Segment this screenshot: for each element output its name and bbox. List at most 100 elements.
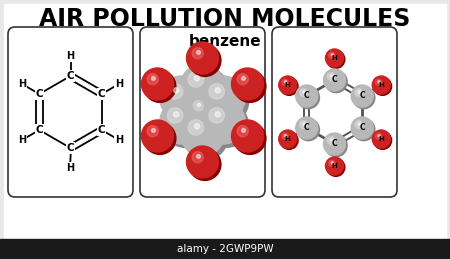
Text: H: H bbox=[285, 82, 291, 88]
Circle shape bbox=[353, 119, 375, 141]
Circle shape bbox=[190, 98, 219, 126]
Circle shape bbox=[282, 133, 288, 139]
Text: H: H bbox=[67, 163, 75, 173]
Text: C: C bbox=[98, 125, 105, 135]
Circle shape bbox=[328, 160, 335, 167]
Circle shape bbox=[325, 135, 347, 157]
Circle shape bbox=[378, 81, 380, 83]
Circle shape bbox=[296, 85, 318, 107]
Circle shape bbox=[351, 117, 373, 139]
Circle shape bbox=[209, 108, 225, 123]
Circle shape bbox=[374, 131, 392, 149]
Circle shape bbox=[180, 64, 225, 108]
Circle shape bbox=[358, 91, 361, 93]
FancyBboxPatch shape bbox=[140, 27, 265, 197]
FancyBboxPatch shape bbox=[272, 27, 397, 197]
Circle shape bbox=[141, 68, 173, 100]
Circle shape bbox=[167, 84, 183, 99]
Circle shape bbox=[180, 112, 225, 156]
Text: C: C bbox=[36, 89, 43, 99]
Circle shape bbox=[184, 115, 228, 159]
Text: C: C bbox=[304, 124, 310, 133]
Circle shape bbox=[327, 137, 335, 145]
Circle shape bbox=[327, 158, 345, 176]
Circle shape bbox=[358, 123, 361, 125]
Circle shape bbox=[144, 123, 176, 154]
Circle shape bbox=[300, 121, 307, 128]
Text: H: H bbox=[378, 136, 384, 142]
Circle shape bbox=[331, 54, 333, 56]
Text: benzene: benzene bbox=[189, 34, 261, 49]
Circle shape bbox=[215, 112, 220, 117]
Text: C: C bbox=[360, 91, 365, 100]
Circle shape bbox=[282, 79, 288, 85]
Circle shape bbox=[184, 67, 228, 111]
Circle shape bbox=[193, 101, 203, 111]
Circle shape bbox=[378, 135, 380, 137]
Text: H: H bbox=[18, 79, 26, 89]
Circle shape bbox=[215, 88, 220, 93]
Circle shape bbox=[327, 73, 335, 81]
Circle shape bbox=[327, 50, 345, 68]
Circle shape bbox=[242, 128, 245, 132]
Circle shape bbox=[192, 48, 203, 59]
Circle shape bbox=[205, 79, 248, 123]
Text: alamy - 2GWP9PW: alamy - 2GWP9PW bbox=[177, 244, 273, 254]
Text: C: C bbox=[304, 91, 310, 100]
Circle shape bbox=[303, 91, 306, 93]
Circle shape bbox=[331, 162, 333, 164]
Circle shape bbox=[351, 85, 373, 107]
Circle shape bbox=[160, 76, 204, 120]
Circle shape bbox=[279, 130, 297, 148]
Circle shape bbox=[141, 120, 173, 152]
Circle shape bbox=[324, 69, 346, 91]
Circle shape bbox=[330, 139, 333, 141]
Text: H: H bbox=[115, 79, 123, 89]
Circle shape bbox=[201, 100, 245, 144]
Circle shape bbox=[324, 133, 346, 155]
Circle shape bbox=[163, 103, 207, 147]
Text: C: C bbox=[67, 71, 74, 81]
Circle shape bbox=[234, 70, 266, 102]
Text: C: C bbox=[36, 125, 43, 135]
Circle shape bbox=[303, 123, 306, 125]
Circle shape bbox=[280, 77, 298, 95]
Circle shape bbox=[300, 89, 307, 97]
Circle shape bbox=[328, 52, 335, 59]
Circle shape bbox=[152, 128, 155, 132]
Circle shape bbox=[279, 76, 297, 94]
Text: C: C bbox=[360, 124, 365, 133]
Circle shape bbox=[174, 112, 179, 117]
Text: H: H bbox=[378, 82, 384, 88]
Circle shape bbox=[374, 77, 392, 95]
Circle shape bbox=[205, 103, 248, 147]
Circle shape bbox=[152, 76, 155, 80]
Circle shape bbox=[372, 76, 390, 94]
Text: H: H bbox=[115, 135, 123, 145]
Circle shape bbox=[234, 123, 266, 154]
Circle shape bbox=[167, 108, 183, 123]
Circle shape bbox=[372, 130, 390, 148]
Circle shape bbox=[163, 79, 207, 123]
Circle shape bbox=[297, 87, 319, 109]
Circle shape bbox=[237, 74, 248, 85]
Text: C: C bbox=[67, 143, 74, 153]
Circle shape bbox=[330, 75, 333, 77]
Circle shape bbox=[197, 154, 200, 158]
Circle shape bbox=[232, 120, 264, 152]
Text: C: C bbox=[332, 76, 338, 84]
Circle shape bbox=[174, 88, 179, 93]
Circle shape bbox=[201, 76, 245, 120]
Circle shape bbox=[325, 49, 343, 67]
Circle shape bbox=[189, 148, 221, 181]
Text: H: H bbox=[285, 136, 291, 142]
Circle shape bbox=[144, 70, 176, 102]
Text: H: H bbox=[18, 135, 26, 145]
Text: C: C bbox=[332, 140, 338, 148]
Circle shape bbox=[147, 74, 158, 85]
Circle shape bbox=[232, 68, 264, 100]
Circle shape bbox=[375, 79, 382, 85]
Circle shape bbox=[160, 100, 204, 144]
Circle shape bbox=[280, 131, 298, 149]
Text: H: H bbox=[332, 55, 338, 61]
